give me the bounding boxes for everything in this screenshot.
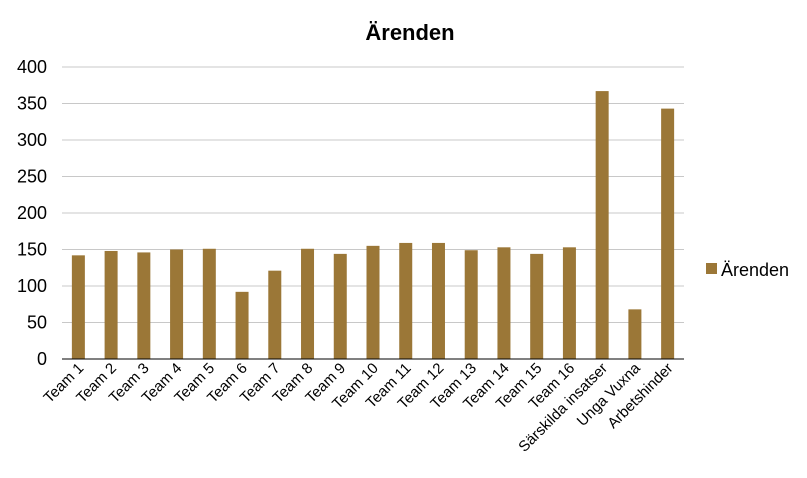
y-tick-label: 0 [37, 349, 47, 369]
bar [105, 251, 118, 359]
y-axis-ticks: 0 50 100 150 200 250 300 350 400 [17, 57, 47, 369]
bar [497, 247, 510, 359]
bar [137, 252, 150, 359]
y-tick-label: 300 [17, 130, 47, 150]
bar [596, 91, 609, 359]
bar [268, 271, 281, 359]
bar [432, 243, 445, 359]
y-tick-label: 350 [17, 94, 47, 114]
bars [72, 91, 674, 359]
bar [465, 250, 478, 359]
bar [399, 243, 412, 359]
bar [628, 309, 641, 359]
bar [661, 109, 674, 359]
y-tick-label: 100 [17, 276, 47, 296]
bar [170, 250, 183, 360]
bar [72, 255, 85, 359]
bar [203, 249, 216, 359]
bar [236, 292, 249, 359]
y-tick-label: 400 [17, 57, 47, 77]
bar [563, 247, 576, 359]
legend-label: Ärenden [721, 260, 789, 280]
bar [367, 246, 380, 359]
bar [530, 254, 543, 359]
bar [334, 254, 347, 359]
y-tick-label: 50 [27, 313, 47, 333]
bar [301, 249, 314, 359]
y-tick-label: 200 [17, 203, 47, 223]
y-tick-label: 150 [17, 240, 47, 260]
legend: Ärenden [706, 260, 789, 280]
chart-title: Ärenden [365, 20, 454, 45]
y-tick-label: 250 [17, 167, 47, 187]
legend-swatch [706, 263, 717, 274]
